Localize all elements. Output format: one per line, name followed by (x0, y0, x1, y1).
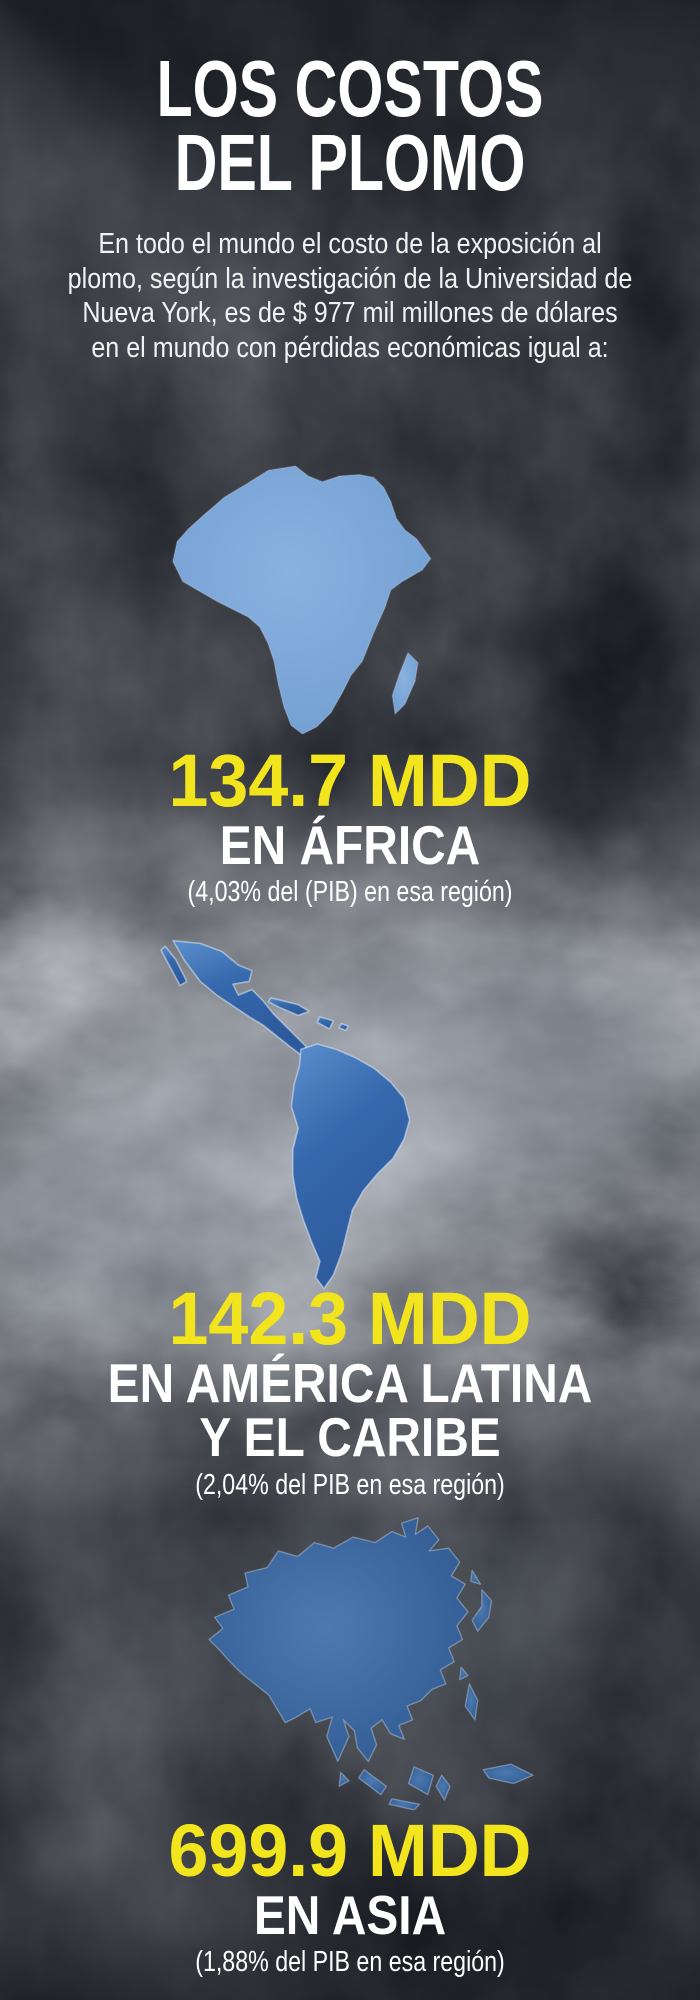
africa-map-icon (0, 450, 652, 750)
region-label-line2: Y EL CARIBE (199, 1406, 501, 1469)
region-label-line1: EN AMÉRICA LATINA (107, 1351, 593, 1414)
asia-map-icon (28, 1512, 700, 1811)
latin-america-map-icon (0, 938, 640, 1298)
page-title-line1: LOS COSTOS (156, 44, 544, 133)
page-title: LOS COSTOS DEL PLOMO (0, 0, 700, 208)
region-label-line1: EN ÁFRICA (219, 813, 481, 876)
amount-value: 699.9 MDD (168, 1809, 532, 1893)
region-note: (1,88% del PIB en esa región) (195, 1946, 505, 1979)
intro-paragraph: En todo el mundo el costo de la exposici… (0, 227, 700, 366)
latin-america-section: 142.3 MDD EN AMÉRICA LATINA Y EL CARIBE … (0, 938, 700, 1500)
intro-line: Nueva York, es de $ 977 mil millones de … (82, 297, 618, 330)
region-note: (2,04% del PIB en esa región) (195, 1468, 505, 1501)
page-title-line2: DEL PLOMO (174, 118, 526, 208)
asia-section: 699.9 MDD EN ASIA (1,88% del PIB en esa … (0, 1512, 700, 1978)
region-note: (4,03% del (PIB) en esa región) (187, 876, 513, 909)
intro-line: en el mundo con pérdidas económicas igua… (91, 332, 609, 365)
intro-line: En todo el mundo el costo de la exposici… (98, 227, 602, 260)
intro-line: plomo, según la investigación de la Univ… (67, 262, 633, 295)
region-label-line1: EN ASIA (253, 1884, 447, 1947)
africa-section: 134.7 MDD EN ÁFRICA (4,03% del (PIB) en … (0, 450, 700, 908)
amount-value: 142.3 MDD (168, 1276, 532, 1360)
amount-value: 134.7 MDD (168, 738, 532, 822)
